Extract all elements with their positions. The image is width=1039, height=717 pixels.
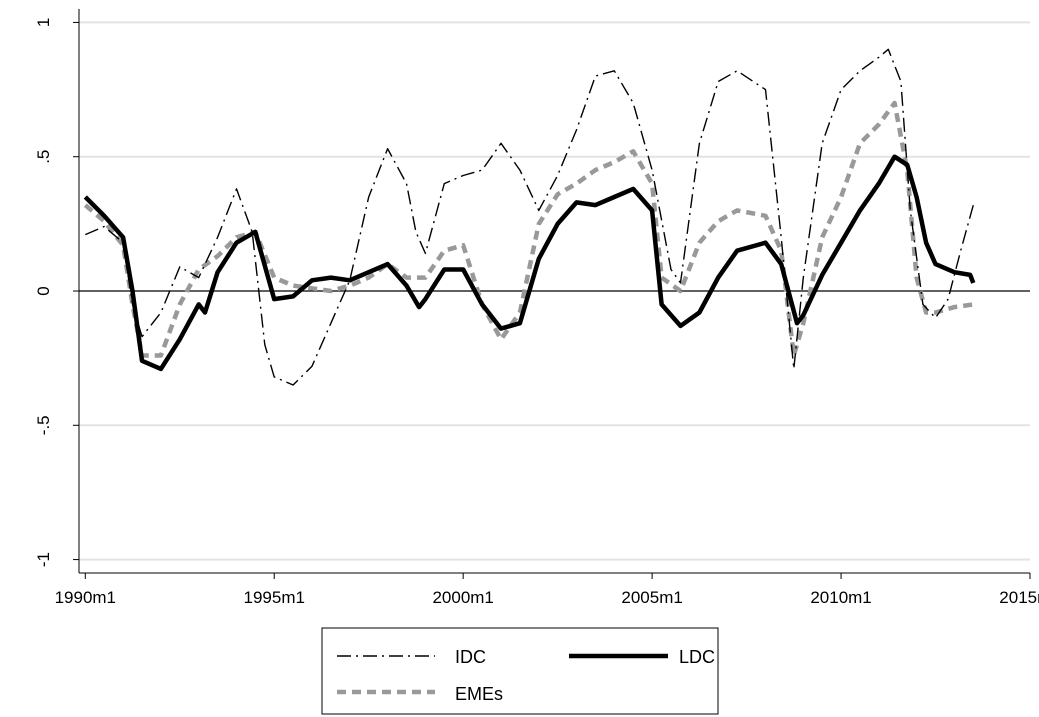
x-tick-label: 2015m1	[999, 588, 1039, 607]
x-tick-label: 1990m1	[55, 588, 116, 607]
x-tick-label: 2000m1	[432, 588, 493, 607]
y-tick-label: .5	[34, 150, 53, 164]
legend-label-emes: EMEs	[455, 684, 503, 704]
x-tick-label: 1995m1	[244, 588, 305, 607]
y-tick-label: 1	[34, 18, 53, 27]
x-tick-label: 2005m1	[621, 588, 682, 607]
y-tick-label: -.5	[34, 415, 53, 435]
y-tick-label: 0	[34, 286, 53, 295]
grid-lines	[79, 21, 1030, 561]
y-axis-ticks: -1 -.5 0 .5 1	[34, 18, 79, 567]
legend-label-ldc: LDC	[679, 647, 715, 667]
legend-box	[321, 627, 719, 715]
series-line-idc	[85, 48, 974, 386]
x-tick-label: 2010m1	[810, 588, 871, 607]
series-line-emes	[83, 100, 974, 358]
series-line-ldc	[83, 154, 976, 372]
legend: IDC LDC EMEs	[321, 627, 719, 715]
legend-label-idc: IDC	[455, 647, 486, 667]
x-axis-ticks: 1990m1 1995m1 2000m1 2005m1 2010m1 2015m1	[55, 573, 1039, 607]
series-lines	[83, 48, 976, 386]
y-tick-label: -1	[34, 552, 53, 567]
